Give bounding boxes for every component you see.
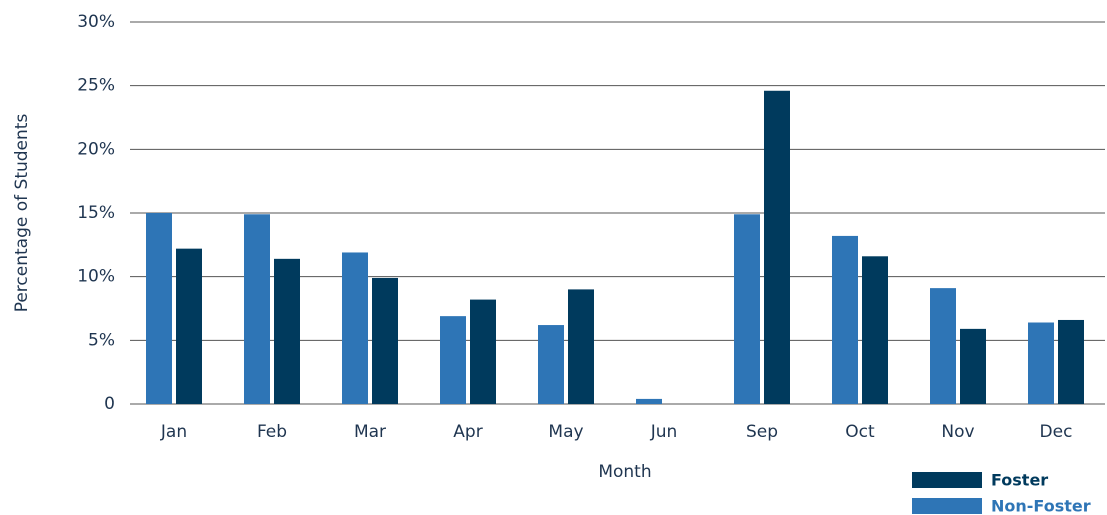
bar (568, 289, 594, 404)
legend-label: Foster (991, 471, 1048, 490)
legend-swatch (912, 498, 982, 514)
bar (372, 277, 398, 404)
legend-label: Non-Foster (991, 497, 1091, 515)
bar (734, 214, 760, 404)
bar (244, 214, 270, 404)
x-tick-label: Mar (354, 422, 386, 442)
bar (342, 252, 368, 404)
x-tick-label: Jan (160, 422, 187, 442)
bar (440, 316, 466, 404)
bar (862, 256, 888, 404)
y-tick-label: 15% (77, 203, 115, 223)
y-tick-label: 10% (77, 267, 115, 287)
x-tick-label: Apr (453, 422, 482, 442)
bar (470, 299, 496, 404)
bar (146, 213, 172, 404)
x-tick-label: Nov (941, 422, 974, 442)
x-tick-label: Oct (845, 422, 875, 442)
bar (930, 288, 956, 404)
y-axis-label: Percentage of Students (12, 114, 32, 313)
bar (636, 398, 662, 404)
y-tick-label: 25% (77, 76, 115, 96)
bar (274, 258, 300, 404)
x-tick-label: Feb (257, 422, 287, 442)
x-tick-label: Dec (1040, 422, 1073, 442)
bar (832, 235, 858, 404)
bar (1028, 322, 1054, 404)
bar (960, 328, 986, 404)
y-tick-label: 20% (77, 139, 115, 159)
y-tick-label: 5% (88, 330, 115, 350)
x-tick-label: Sep (746, 422, 778, 442)
bar (538, 325, 564, 404)
bar (764, 90, 790, 404)
x-tick-label: May (548, 422, 583, 442)
bar (1058, 319, 1084, 404)
x-axis-label: Month (598, 462, 651, 482)
y-tick-label: 0 (104, 394, 115, 414)
y-tick-label: 30% (77, 12, 115, 32)
legend-swatch (912, 472, 982, 488)
bar (176, 248, 202, 404)
x-tick-label: Jun (650, 422, 678, 442)
